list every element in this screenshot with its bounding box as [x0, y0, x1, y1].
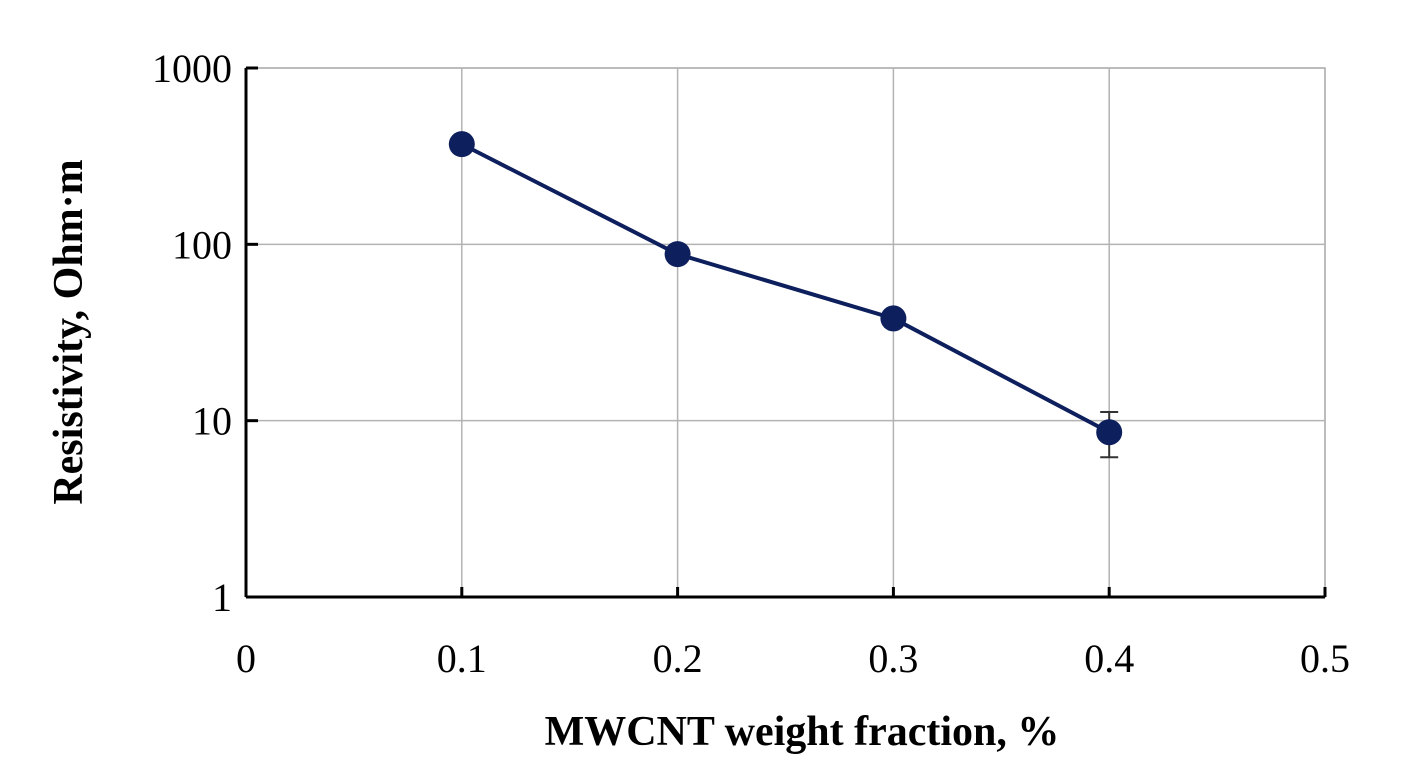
x-tick-label: 0.4 — [1084, 636, 1134, 681]
axis-layer — [244, 66, 1327, 599]
y-tick-label: 1000 — [152, 46, 232, 91]
y-tick-label: 10 — [192, 399, 232, 444]
x-tick-label: 0.3 — [868, 636, 918, 681]
grid-layer — [245, 67, 1326, 598]
series-line — [460, 142, 1111, 434]
x-tick-label: 0 — [236, 636, 256, 681]
x-tick-label: 0.1 — [437, 636, 487, 681]
plot-frame — [245, 67, 1326, 598]
x-axis-title: MWCNT weight fraction, % — [545, 709, 1060, 755]
y-tick-label: 100 — [172, 222, 232, 267]
x-tick-label: 0.5 — [1300, 636, 1350, 681]
data-point — [1096, 419, 1123, 446]
tick-label-layer: 0 0.1 0.2 0.3 0.4 0.5 1 10 100 1000 — [152, 46, 1350, 681]
data-point — [880, 305, 907, 332]
y-axis-title: Resistivity, Ohm·m — [46, 159, 92, 504]
y-tick-label: 1 — [212, 575, 232, 620]
data-point — [664, 241, 691, 268]
data-point — [448, 131, 475, 158]
x-tick-label: 0.2 — [653, 636, 703, 681]
series-layer — [448, 131, 1123, 459]
